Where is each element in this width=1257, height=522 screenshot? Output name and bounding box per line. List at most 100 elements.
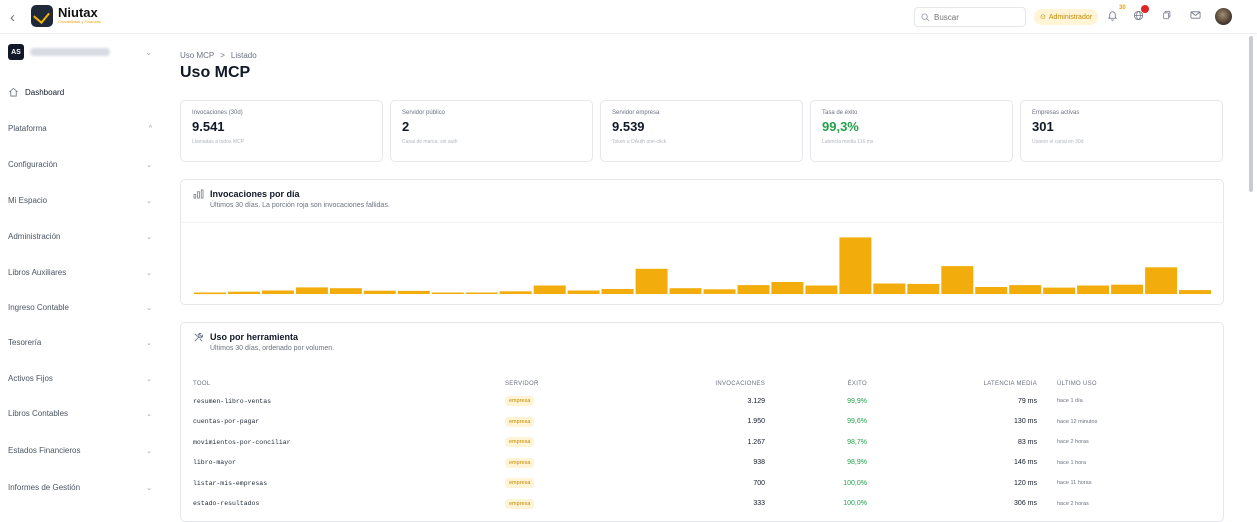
sidebar-item-1[interactable]: Configuración ⌄ bbox=[8, 160, 152, 169]
chart-bar[interactable] bbox=[703, 289, 736, 294]
sidebar-item-8[interactable]: Libros Contables ⌄ bbox=[8, 409, 152, 418]
role-badge[interactable]: ⊙ Administrador bbox=[1034, 9, 1099, 25]
stat-label: Servidor público bbox=[402, 110, 446, 116]
column-header-success[interactable]: ÉXITO bbox=[847, 381, 867, 387]
sidebar-item-2[interactable]: Mi Espacio ⌄ bbox=[8, 196, 152, 205]
sidebar-item-label: Ingreso Contable bbox=[8, 303, 69, 312]
chart-bar[interactable] bbox=[499, 291, 532, 294]
column-header-server[interactable]: SERVIDOR bbox=[505, 381, 539, 387]
daily-invocations-chart bbox=[182, 222, 1224, 295]
chart-bar[interactable] bbox=[1043, 287, 1076, 294]
sidebar-item-0[interactable]: Plataforma ^ bbox=[8, 124, 152, 133]
chart-bar[interactable] bbox=[465, 292, 498, 295]
column-header-invocations[interactable]: INVOCACIONES bbox=[715, 381, 765, 387]
chart-bar[interactable] bbox=[261, 290, 294, 295]
chart-bar[interactable] bbox=[228, 291, 260, 294]
chart-bar[interactable] bbox=[907, 283, 940, 294]
sidebar-item-5[interactable]: Ingreso Contable ⌄ bbox=[8, 303, 152, 312]
sidebar-item-label: Mi Espacio bbox=[8, 196, 48, 205]
brand-logo[interactable]: Niutax Contabilidad y Finanzas bbox=[31, 5, 101, 27]
cell-invocations: 3.129 bbox=[747, 397, 765, 405]
back-arrow-icon[interactable]: ‹ bbox=[10, 9, 15, 26]
chart-bar[interactable] bbox=[771, 282, 804, 294]
chevron-icon: ⌄ bbox=[146, 410, 152, 418]
globe-icon[interactable] bbox=[1133, 10, 1144, 24]
alert-dot bbox=[1141, 5, 1149, 13]
sidebar-item-6[interactable]: Tesorería ⌄ bbox=[8, 338, 152, 347]
tool-usage-card: Uso por herramienta Últimos 30 días, ord… bbox=[180, 322, 1224, 522]
cell-success: 98,9% bbox=[847, 459, 867, 467]
cell-tool: listar-mis-empresas bbox=[193, 479, 268, 487]
chart-bar[interactable] bbox=[941, 266, 974, 294]
column-header-last-use[interactable]: ÚLTIMO USO bbox=[1057, 381, 1097, 387]
chevron-icon: ⌄ bbox=[146, 197, 152, 205]
stat-subtext: Token u OAuth one-click bbox=[612, 139, 667, 145]
stat-value: 9.539 bbox=[612, 119, 645, 134]
cell-invocations: 1.950 bbox=[747, 418, 765, 426]
chart-bar[interactable] bbox=[194, 292, 226, 295]
chart-bar[interactable] bbox=[533, 285, 566, 295]
table-row[interactable]: movimientos-por-conciliar empresa 1.267 98,… bbox=[193, 432, 1213, 453]
user-avatar[interactable] bbox=[1215, 8, 1232, 25]
chart-bar[interactable] bbox=[805, 285, 838, 295]
sidebar-item-9[interactable]: Estados Financieros ⌄ bbox=[8, 446, 152, 455]
chart-bar[interactable] bbox=[873, 283, 906, 295]
stat-label: Tasa de éxito bbox=[822, 110, 858, 116]
table-row[interactable]: resumen-libro-ventas empresa 3.129 99,9% 79 … bbox=[193, 391, 1213, 412]
chevron-down-icon: ⌄ bbox=[145, 47, 152, 57]
table-row[interactable]: cuentas-por-pagar empresa 1.950 99,6% 130 ms… bbox=[193, 412, 1213, 433]
chart-bar[interactable] bbox=[1145, 267, 1178, 294]
chart-bar[interactable] bbox=[329, 288, 362, 294]
column-header-latency[interactable]: LATENCIA MEDIA bbox=[983, 381, 1037, 387]
breadcrumb-item-uso-mcp[interactable]: Uso MCP bbox=[180, 51, 215, 60]
chart-bar[interactable] bbox=[975, 287, 1008, 294]
chart-bar[interactable] bbox=[363, 290, 396, 294]
stat-card: Invocaciones (30d) 9.541 Llamadas a todos … bbox=[180, 100, 383, 162]
copy-icon[interactable] bbox=[1162, 10, 1172, 23]
sidebar-item-label: Libros Auxiliares bbox=[8, 268, 67, 277]
chevron-icon: ⌄ bbox=[146, 161, 152, 169]
chart-bar[interactable] bbox=[669, 288, 702, 294]
cell-success: 98,7% bbox=[847, 438, 867, 446]
chevron-icon: ⌄ bbox=[146, 304, 152, 312]
chart-bar[interactable] bbox=[397, 290, 430, 294]
sidebar-item-label: Administración bbox=[8, 232, 61, 241]
cell-tool: libro-mayor bbox=[193, 459, 236, 467]
search-input[interactable] bbox=[934, 12, 1014, 22]
sidebar-item-dashboard[interactable]: Dashboard bbox=[8, 87, 152, 97]
chart-bar[interactable] bbox=[1077, 285, 1110, 295]
chart-bar[interactable] bbox=[431, 292, 464, 295]
server-badge: empresa bbox=[505, 457, 535, 468]
sidebar-item-7[interactable]: Activos Fijos ⌄ bbox=[8, 374, 152, 383]
table-row[interactable]: estado-resultados empresa 333 100,0% 306 ms h… bbox=[193, 494, 1213, 515]
breadcrumb-item-listado: Listado bbox=[230, 51, 257, 60]
bell-icon[interactable] bbox=[1107, 10, 1118, 24]
chart-bar[interactable] bbox=[601, 289, 634, 294]
sidebar-item-10[interactable]: Informes de Gestión ⌄ bbox=[8, 483, 152, 492]
chevron-icon: ⌄ bbox=[146, 447, 152, 455]
sidebar-item-label: Estados Financieros bbox=[8, 446, 81, 455]
chart-bar[interactable] bbox=[635, 268, 668, 294]
sidebar-item-label: Configuración bbox=[8, 160, 58, 169]
chart-bar[interactable] bbox=[737, 285, 770, 294]
cell-latency: 83 ms bbox=[1017, 438, 1037, 446]
chart-bar[interactable] bbox=[839, 237, 872, 294]
table-row[interactable]: listar-mis-empresas empresa 700 100,0% 120 m… bbox=[193, 473, 1213, 494]
chart-bar[interactable] bbox=[295, 287, 328, 294]
chart-bar[interactable] bbox=[1179, 290, 1211, 294]
mail-icon[interactable] bbox=[1190, 10, 1201, 23]
table-row[interactable]: libro-mayor empresa 938 98,9% 146 ms hace 1 h… bbox=[193, 453, 1213, 474]
chart-bar[interactable] bbox=[1009, 285, 1042, 294]
search-box[interactable] bbox=[914, 7, 1026, 27]
column-header-tool[interactable]: TOOL bbox=[193, 381, 211, 387]
niutax-logo-icon bbox=[31, 5, 53, 27]
chart-bar[interactable] bbox=[567, 290, 600, 295]
brand-tagline: Contabilidad y Finanzas bbox=[58, 19, 101, 24]
workspace-selector[interactable]: AS ⌄ bbox=[8, 44, 152, 60]
sidebar-item-4[interactable]: Libros Auxiliares ⌄ bbox=[8, 268, 152, 277]
page-scrollbar[interactable] bbox=[1249, 36, 1253, 192]
chart-bar[interactable] bbox=[1111, 284, 1144, 294]
sidebar-item-label: Activos Fijos bbox=[8, 374, 53, 383]
table-header-row: TOOL SERVIDOR INVOCACIONES ÉXITO LATENCI… bbox=[193, 377, 1213, 391]
sidebar-item-3[interactable]: Administración ⌄ bbox=[8, 232, 152, 241]
